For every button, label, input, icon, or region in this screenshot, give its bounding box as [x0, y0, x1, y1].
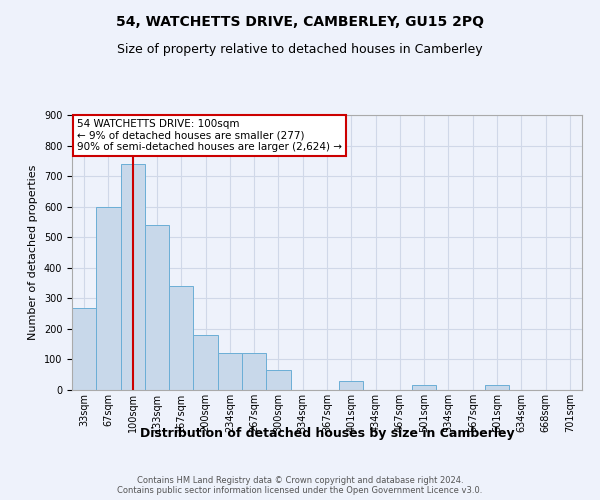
Text: Contains HM Land Registry data © Crown copyright and database right 2024.
Contai: Contains HM Land Registry data © Crown c…: [118, 476, 482, 495]
Bar: [145, 225, 169, 390]
Text: Distribution of detached houses by size in Camberley: Distribution of detached houses by size …: [140, 428, 514, 440]
Bar: [193, 335, 218, 390]
Bar: [339, 381, 364, 390]
Text: 54, WATCHETTS DRIVE, CAMBERLEY, GU15 2PQ: 54, WATCHETTS DRIVE, CAMBERLEY, GU15 2PQ: [116, 15, 484, 29]
Bar: [218, 354, 242, 390]
Bar: [169, 286, 193, 390]
Text: 54 WATCHETTS DRIVE: 100sqm
← 9% of detached houses are smaller (277)
90% of semi: 54 WATCHETTS DRIVE: 100sqm ← 9% of detac…: [77, 119, 342, 152]
Bar: [121, 164, 145, 390]
Bar: [412, 386, 436, 390]
Bar: [242, 354, 266, 390]
Y-axis label: Number of detached properties: Number of detached properties: [28, 165, 38, 340]
Bar: [96, 206, 121, 390]
Bar: [266, 370, 290, 390]
Bar: [72, 308, 96, 390]
Text: Size of property relative to detached houses in Camberley: Size of property relative to detached ho…: [117, 42, 483, 56]
Bar: [485, 386, 509, 390]
